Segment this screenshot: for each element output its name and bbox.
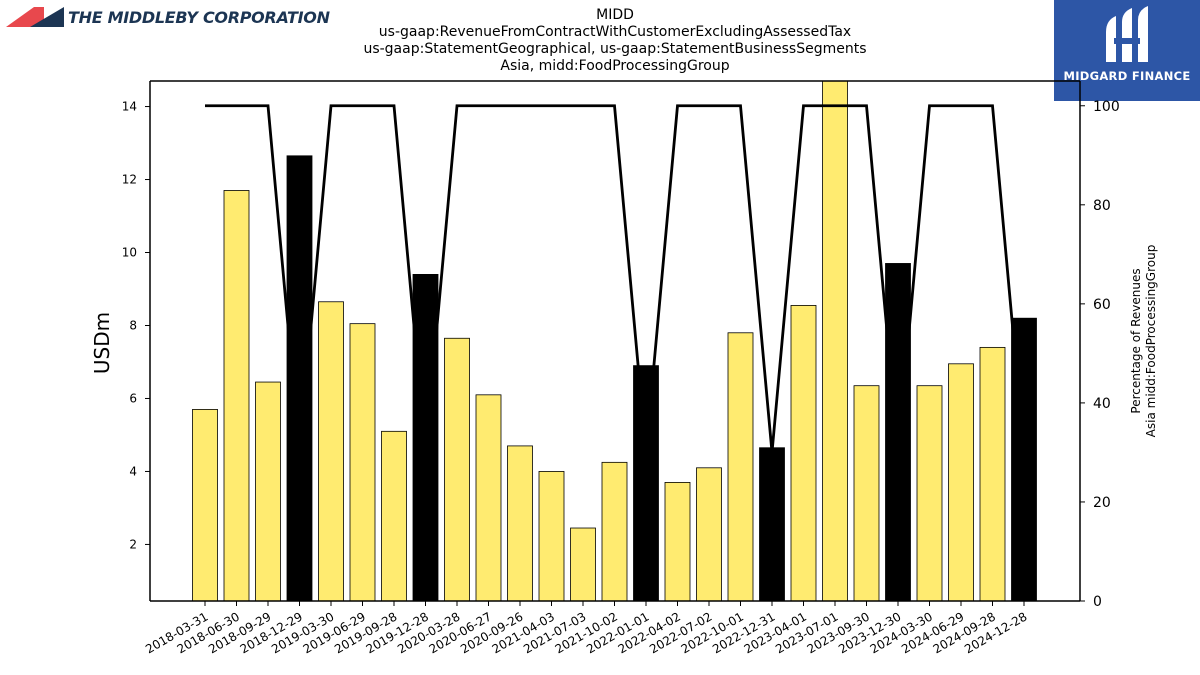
bar-2020-03-28 [444, 337, 470, 601]
bar-2021-10-02 [601, 461, 628, 601]
bar-2022-10-01 [727, 332, 754, 601]
y-tick-label-2: 2 [129, 537, 137, 551]
y2-tick-label-80: 80 [1093, 198, 1111, 214]
bar-2018-12-29 [286, 155, 313, 601]
bar-2022-07-02 [696, 467, 722, 601]
middleby-logo-mark [6, 7, 64, 27]
bar-2018-06-30 [223, 190, 250, 601]
y2-axis-label-line-2: Asia midd:FoodProcessingGroup [1144, 245, 1158, 438]
bar-2019-12-28 [412, 274, 439, 601]
midgard-finance-logo: MIDGARD FINANCE [1054, 0, 1200, 101]
chart-title-line-2: us-gaap:RevenueFromContractWithCustomerE… [378, 24, 852, 40]
chart-title: MIDD us-gaap:RevenueFromContractWithCust… [315, 7, 915, 75]
bar-2019-06-29 [349, 323, 376, 601]
bar-2019-03-30 [318, 301, 344, 601]
bar-2023-12-30 [885, 263, 911, 601]
bar-2018-09-29 [255, 381, 281, 601]
percentage-line-layer [205, 104, 1026, 453]
y-tick-label-4: 4 [129, 464, 137, 478]
bar-2022-01-01 [633, 365, 659, 601]
percentage-line [205, 104, 1026, 453]
midgard-logo-text: MIDGARD FINANCE [1063, 69, 1191, 83]
y2-tick-label-60: 60 [1093, 297, 1111, 313]
y2-tick-label-40: 40 [1093, 396, 1111, 412]
bar-2023-09-30 [853, 385, 880, 601]
y2-tick-label-100: 100 [1093, 99, 1120, 115]
bar-2020-06-27 [475, 394, 502, 601]
y-tick-label-10: 10 [122, 246, 137, 260]
y2-tick-label-20: 20 [1093, 495, 1111, 511]
chart-title-line-4: Asia, midd:FoodProcessingGroup [500, 58, 730, 74]
bar-2023-07-01 [822, 81, 848, 601]
bar-2021-07-03 [570, 527, 596, 601]
y2-axis-label-line-1: Percentage of Revenues [1129, 268, 1143, 413]
middleby-logo-text: THE MIDDLEBY CORPORATION [68, 7, 330, 27]
bar-2023-04-01 [790, 305, 817, 601]
bar-2024-06-29 [948, 363, 974, 601]
bar-2020-09-26 [507, 445, 533, 601]
y-tick-label-8: 8 [129, 318, 137, 332]
bar-2024-09-28 [979, 346, 1006, 601]
chart-title-line-1: MIDD [596, 7, 634, 23]
bar-2022-04-02 [664, 482, 691, 601]
y-tick-label-14: 14 [122, 100, 137, 114]
bar-2024-03-30 [916, 385, 943, 601]
bar-2022-12-31 [759, 447, 785, 601]
y-tick-label-6: 6 [129, 391, 137, 405]
y-axis-label: USDm [90, 312, 114, 374]
bar-2021-04-03 [538, 471, 565, 601]
bars-layer [192, 81, 1037, 601]
y2-tick-label-0: 0 [1093, 594, 1102, 610]
midgard-logo-mark [1106, 6, 1148, 62]
y-tick-label-12: 12 [122, 173, 137, 187]
bar-2018-03-31 [192, 409, 218, 601]
middleby-logo: THE MIDDLEBY CORPORATION [6, 6, 330, 28]
bar-2019-09-28 [381, 430, 407, 601]
chart-title-line-3: us-gaap:StatementGeographical, us-gaap:S… [363, 41, 867, 57]
